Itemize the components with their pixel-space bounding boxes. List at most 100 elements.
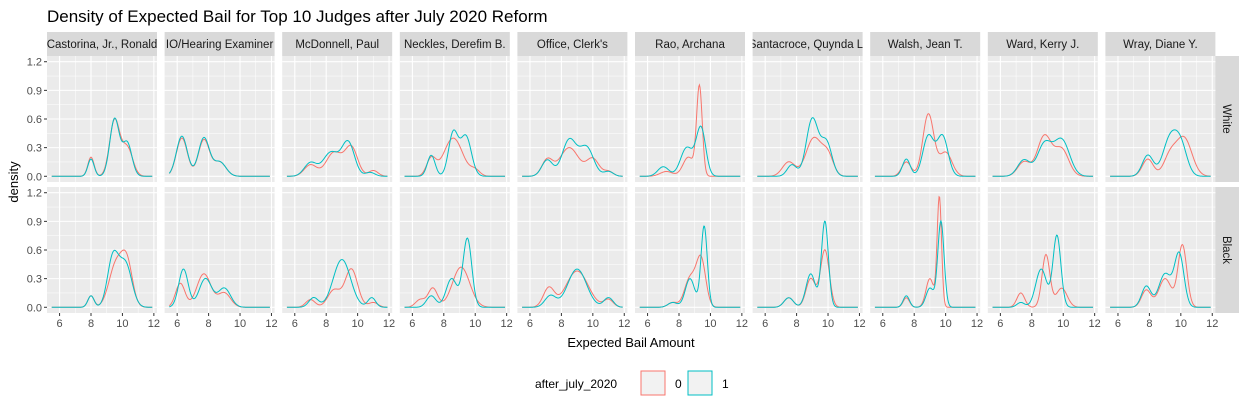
density-line-0 (286, 268, 388, 308)
strip-office-clerk-s: Office, Clerk's (517, 32, 628, 56)
x-tick-label: 12 (1206, 318, 1218, 330)
strip-label: Castorina, Jr., Ronald (47, 39, 158, 51)
density-line-1 (874, 133, 976, 177)
panel-walsh-jean-t-white (870, 56, 981, 182)
panel-neckles-derefim-b-white (399, 56, 510, 182)
panel-office-clerk-s-black (517, 187, 628, 313)
x-tick-label: 10 (587, 318, 599, 330)
strip-background (987, 32, 1098, 56)
row-strip-background (1215, 56, 1239, 182)
strip-label: Office, Clerk's (537, 39, 608, 51)
density-line-1 (51, 117, 153, 177)
panel-castorina-jr-ronald-black (47, 187, 157, 313)
strip-background (517, 32, 628, 56)
density-line-1 (1110, 251, 1211, 308)
x-tick-label: 6 (762, 318, 768, 330)
legend: after_july_2020 0 1 (535, 370, 729, 396)
x-tick-label: 8 (441, 318, 447, 330)
row-strip-label: Black (1220, 236, 1232, 264)
panel-wray-diane-y-black (1105, 187, 1216, 313)
x-tick-label: 8 (1146, 318, 1152, 330)
x-tick-label: 8 (1029, 318, 1035, 330)
density-line-1 (992, 137, 1094, 177)
x-tick-label: 8 (794, 318, 800, 330)
x-tick-label: 8 (676, 318, 682, 330)
y-tick-label: 0.0 (27, 302, 42, 314)
panel-santacroce-quynda-l-white (752, 56, 863, 182)
y-tick-label: 0.9 (27, 216, 42, 228)
y-tick-label: 1.2 (27, 188, 42, 200)
panel-ward-kerry-j-black (987, 187, 1098, 313)
strip-label: IO/Hearing Examiner (166, 39, 274, 51)
x-tick-label: 6 (997, 318, 1003, 330)
panel-rao-archana-black (635, 187, 745, 313)
strip-background (47, 32, 157, 56)
strip-label: Wray, Diane Y. (1123, 39, 1198, 51)
x-tick-label: 8 (88, 318, 94, 330)
strip-neckles-derefim-b: Neckles, Derefim B. (399, 32, 510, 56)
density-line-1 (404, 237, 506, 308)
row-strip-white: White (1215, 56, 1239, 182)
panel-wray-diane-y-white (1105, 56, 1216, 182)
strip-mcdonnell-paul: McDonnell, Paul (282, 32, 393, 56)
x-tick-label: 8 (206, 318, 212, 330)
panel-santacroce-quynda-l-black (752, 187, 863, 313)
density-line-1 (1110, 129, 1211, 177)
x-tick-label: 10 (352, 318, 364, 330)
strip-label: Santacroce, Quynda L. (749, 39, 867, 51)
x-tick-label: 12 (383, 318, 395, 330)
x-axis-title: Expected Bail Amount (567, 335, 695, 350)
panel-ward-kerry-j-white (987, 56, 1098, 182)
x-tick-label: 6 (174, 318, 180, 330)
x-tick-label: 10 (822, 318, 834, 330)
x-tick-label: 10 (1057, 318, 1069, 330)
x-tick-label: 12 (148, 318, 160, 330)
density-line-1 (286, 139, 388, 177)
density-line-1 (639, 225, 741, 308)
x-tick-label: 10 (469, 318, 481, 330)
x-tick-label: 10 (1175, 318, 1187, 330)
x-tick-label: 6 (880, 318, 886, 330)
density-line-1 (168, 135, 270, 177)
y-axis-title: density (6, 161, 21, 203)
panel-walsh-jean-t-black (870, 187, 981, 313)
strip-label: Walsh, Jean T. (888, 39, 963, 51)
x-tick-label: 6 (645, 318, 651, 330)
y-tick-label: 0.3 (27, 143, 42, 155)
strip-label: Ward, Kerry J. (1006, 39, 1079, 51)
y-tick-label: 0.3 (27, 274, 42, 286)
strip-background (752, 32, 863, 56)
x-tick-label: 6 (57, 318, 63, 330)
panel-castorina-jr-ronald-white (47, 56, 157, 182)
strip-label: Rao, Archana (655, 39, 725, 51)
x-tick-label: 6 (409, 318, 415, 330)
strip-ward-kerry-j: Ward, Kerry J. (987, 32, 1098, 56)
density-line-1 (992, 234, 1094, 308)
strip-background (870, 32, 981, 56)
density-line-1 (51, 249, 153, 308)
density-line-1 (639, 125, 741, 177)
x-tick-label: 6 (292, 318, 298, 330)
x-tick-label: 8 (911, 318, 917, 330)
density-line-1 (404, 129, 506, 177)
strip-label: Neckles, Derefim B. (404, 39, 506, 51)
x-tick-label: 12 (971, 318, 983, 330)
y-tick-label: 0.9 (27, 85, 42, 97)
panels-layer: Castorina, Jr., Ronald IO/Hearing Examine… (27, 32, 1239, 330)
strip-walsh-jean-t: Walsh, Jean T. (870, 32, 981, 56)
legend-label-0: 0 (675, 377, 682, 391)
y-tick-label: 0.6 (27, 245, 42, 257)
strip-santacroce-quynda-l: Santacroce, Quynda L. (749, 32, 867, 56)
x-tick-label: 12 (618, 318, 630, 330)
y-tick-label: 1.2 (27, 57, 42, 69)
row-strip-background (1215, 187, 1239, 313)
x-tick-label: 12 (501, 318, 513, 330)
strip-background (282, 32, 393, 56)
strip-label: McDonnell, Paul (295, 39, 379, 51)
strip-castorina-jr-ronald: Castorina, Jr., Ronald (47, 32, 158, 56)
panel-mcdonnell-paul-black (282, 187, 393, 313)
chart-title: Density of Expected Bail for Top 10 Judg… (47, 7, 548, 26)
strip-background (164, 32, 275, 56)
strip-background (1105, 32, 1216, 56)
